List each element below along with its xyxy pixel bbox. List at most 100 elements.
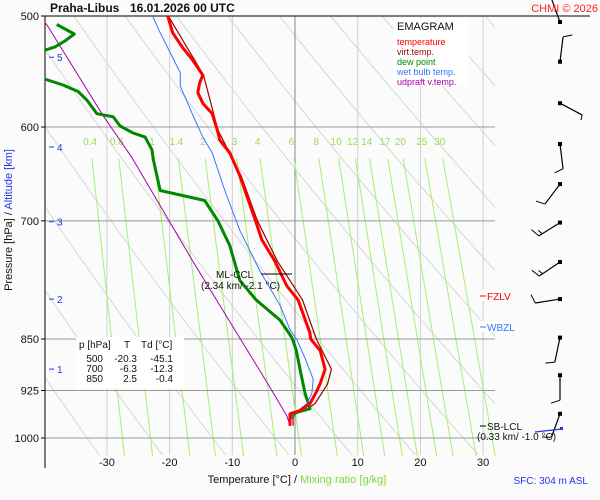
mixing-ratio-line	[177, 158, 216, 457]
wind-barb-staff	[559, 102, 583, 116]
surface-wind-marker	[534, 427, 563, 433]
legend-item-wet-bulb: wet bulb temp.	[396, 67, 456, 77]
mixing-ratio-line	[204, 158, 245, 457]
wind-barb-staff	[559, 36, 564, 62]
grid	[45, 16, 495, 455]
dry-adiabat	[278, 16, 495, 272]
temperature-tick-label: 10	[352, 457, 364, 469]
wind-barb-station-dot	[558, 260, 562, 265]
pressure-tick-label: 700	[21, 216, 39, 228]
legend-item-virt-temp: virt.temp.	[397, 47, 434, 57]
wind-barb-staff	[538, 222, 561, 237]
mixing-ratio-label: 0.4	[83, 137, 97, 148]
mixing-ratio-label: 25	[416, 137, 428, 148]
dry-adiabat	[45, 376, 100, 455]
altitude-tick-labels: 5 4 3 2 1	[49, 53, 63, 376]
series-dew-point-line	[45, 23, 312, 426]
wind-barb-station-dot	[558, 335, 562, 340]
wind-barb	[531, 220, 562, 237]
wind-barb-half	[538, 270, 543, 275]
wind-barb-full	[554, 168, 564, 174]
wind-barb-half	[537, 229, 543, 235]
wind-barb-station-dot	[558, 373, 562, 378]
pressure-axis-label: Pressure [hPa]	[3, 218, 15, 291]
mixing-ratio-label: 20	[395, 137, 407, 148]
temperature-tick-label: 0	[292, 457, 298, 469]
legend-item-temperature: temperature	[397, 37, 446, 47]
table-header-p: p [hPa]	[79, 340, 111, 351]
ml-ccl-value: (2.34 km/ -2.1 °C)	[201, 281, 280, 292]
mixing-ratio-line	[354, 158, 403, 457]
table-cell: -12.3	[150, 364, 173, 375]
ml-ccl-annotation: ML-CCL (2.34 km/ -2.1 °C)	[201, 270, 292, 292]
wind-barb-station-dot	[558, 411, 562, 416]
legend-item-updraft: udpraft v.temp.	[397, 77, 456, 87]
surface-elevation: SFC: 304 m ASL	[514, 476, 589, 487]
pressure-tick-label: 925	[21, 386, 39, 398]
profiles	[45, 16, 332, 426]
altitude-tick-label: 4	[57, 143, 63, 154]
wind-barb	[551, 0, 562, 25]
wind-barb-station-dot	[558, 182, 562, 187]
dry-adiabat	[45, 206, 227, 455]
pressure-tick-label: 1000	[15, 433, 39, 445]
mixing-ratio-label: 12	[347, 137, 359, 148]
table-header-td: Td [°C]	[141, 340, 172, 351]
wind-barb-staff	[551, 0, 561, 23]
temperature-tick-label: -30	[99, 457, 115, 469]
altitude-tick-label: 5	[57, 53, 63, 64]
mixing-ratio-label: 8	[314, 137, 320, 148]
pressure-tick-label: 850	[21, 334, 39, 346]
pressure-tick-labels: 500 600 700 850 925 1000	[15, 11, 39, 445]
wind-barb	[545, 335, 562, 364]
wind-barb-half	[580, 114, 583, 121]
series-udpraft-v-temp-line	[45, 22, 291, 426]
fzlv-annotation: FZLV	[479, 290, 511, 303]
temperature-tick-label: 20	[414, 457, 426, 469]
wind-barb-station-dot	[558, 20, 562, 25]
table-cell: 850	[86, 374, 103, 385]
wind-barb-staff	[554, 337, 561, 363]
y-axis-label: Pressure [hPa] / Altitude [km]	[3, 149, 15, 291]
wind-barb-station-dot	[558, 220, 562, 225]
mixing-ratio-label: 1	[149, 137, 155, 148]
wind-barb-station-dot	[558, 59, 562, 64]
wind-barb	[531, 260, 562, 277]
series-wet-bulb-temp-line	[151, 16, 314, 426]
temperature-tick-label: -10	[224, 457, 240, 469]
table-cell: 500	[86, 354, 103, 365]
sb-lcl-annotation: SB-LCL (0.33 km/ -1.0 °C)	[477, 422, 556, 443]
table-cell: 700	[86, 364, 103, 375]
dry-adiabat	[227, 16, 495, 337]
wind-barbs	[530, 0, 583, 438]
wind-barb-station-dot	[558, 142, 562, 147]
sb-lcl-value: (0.33 km/ -1.0 °C)	[477, 432, 556, 443]
wind-barb	[558, 34, 573, 64]
table-cell: -20.3	[114, 354, 137, 365]
sb-lcl-label: SB-LCL	[487, 422, 522, 433]
station-name: Praha-Libus	[50, 1, 120, 15]
mixing-ratio-label: 10	[331, 137, 343, 148]
table-cell: -45.1	[150, 354, 173, 365]
mixing-ratio-label: 0.6	[110, 137, 124, 148]
wind-barb-full	[530, 294, 536, 304]
mixing-ratio-line	[318, 158, 365, 457]
copyright: CHMI © 2026	[531, 3, 598, 15]
wbzl-label: WBZL	[487, 323, 515, 334]
temperature-tick-label: 30	[477, 457, 489, 469]
mixing-ratio-line	[338, 158, 386, 457]
pressure-tick-label: 600	[21, 122, 39, 134]
altitude-tick-label: 2	[57, 295, 63, 306]
wind-barb-station-dot	[558, 297, 562, 302]
mixing-ratio-label: 4	[255, 137, 261, 148]
mixing-ratio-label: 6	[289, 137, 295, 148]
wind-barb	[554, 142, 564, 174]
mixing-ratio-lines: 0.4 0.6 1 1.4 2 3 4 6 8 10 12 14 17 20 25 30	[83, 137, 496, 457]
sounding-datetime: 16.01.2026 00 UTC	[130, 1, 235, 15]
mixing-ratio-label: 2	[200, 137, 206, 148]
pressure-tick-label: 500	[21, 11, 39, 23]
wind-barb	[530, 294, 562, 304]
wind-barb-staff	[544, 183, 561, 205]
